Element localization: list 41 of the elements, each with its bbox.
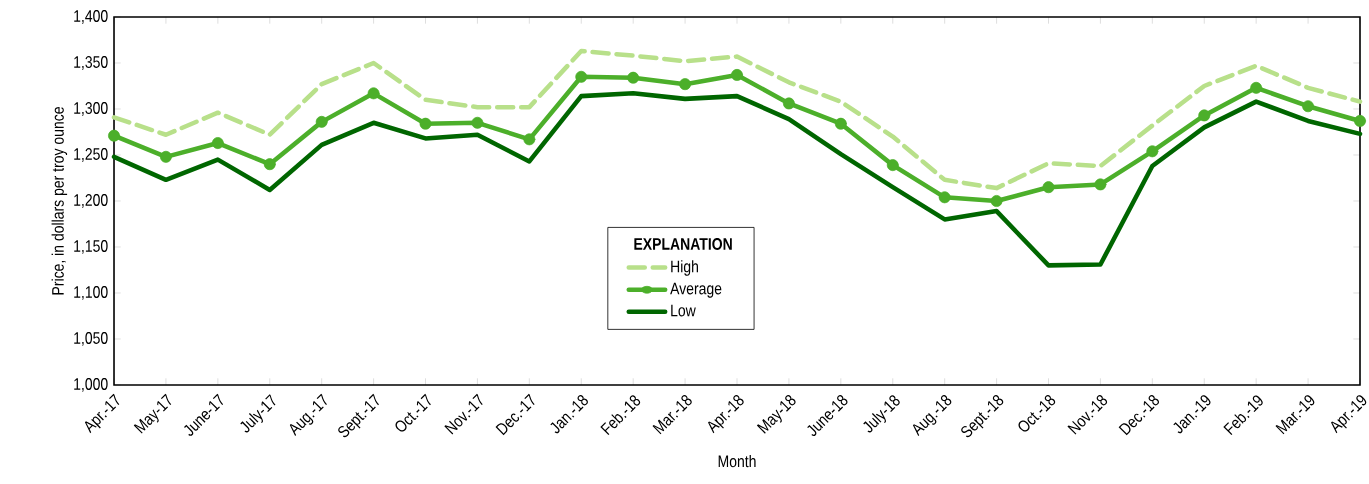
point: [471, 116, 484, 129]
point: [731, 69, 743, 81]
point: [159, 150, 172, 163]
y-tick-label: 1,050: [74, 332, 108, 346]
point: [1146, 145, 1159, 158]
point: [1354, 115, 1366, 127]
y-tick-label: 1,400: [74, 10, 108, 24]
point: [108, 129, 120, 142]
point: [627, 71, 640, 84]
point: [211, 137, 224, 149]
legend-label: Low: [671, 304, 696, 317]
y-axis-title: Price, in dollars per troy ounce: [51, 107, 68, 295]
legend-title: EXPLANATION: [634, 238, 732, 250]
legend-label: Average: [670, 282, 722, 298]
point: [1302, 100, 1315, 113]
point: [782, 97, 795, 110]
point: [315, 115, 328, 128]
legend-label: High: [671, 260, 698, 276]
point: [367, 87, 380, 100]
y-tick-label: 1,350: [74, 56, 108, 70]
point: [834, 117, 847, 130]
point: [575, 70, 588, 83]
y-tick-label: 1,000: [74, 378, 108, 392]
point: [1042, 181, 1055, 194]
line-series: [111, 48, 1363, 191]
point: [263, 158, 276, 171]
point: [419, 117, 432, 130]
point: [1094, 178, 1107, 191]
point: [886, 159, 899, 172]
y-tick-label: 1,250: [74, 148, 108, 162]
y-tick-label: 1,100: [74, 286, 108, 300]
point: [990, 195, 1003, 207]
y-tick-label: 1,150: [74, 240, 108, 254]
point: [938, 191, 951, 204]
y-tick-label: 1,300: [74, 102, 108, 116]
x-axis-title: Month: [718, 454, 756, 468]
y-tick-label: 1,200: [74, 194, 108, 208]
point: [679, 78, 692, 91]
point: [523, 133, 536, 146]
point: [1198, 109, 1211, 122]
point: [1250, 81, 1263, 94]
